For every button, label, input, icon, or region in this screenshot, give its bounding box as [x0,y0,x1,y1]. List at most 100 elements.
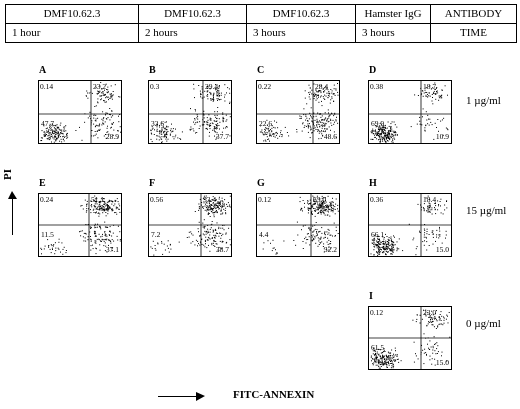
event-dot [318,238,320,240]
event-dot [309,228,311,230]
event-dot [375,133,377,135]
event-dot [103,94,105,96]
event-dot [373,347,374,349]
event-dot [311,205,313,207]
event-dot [388,133,390,135]
event-dot [316,120,318,122]
event-dot [225,127,227,129]
event-dot [382,129,384,131]
event-dot [209,206,211,208]
event-dot [388,352,390,354]
time-cell: 2 hours [138,23,247,43]
event-dot [87,224,89,225]
event-dot [322,208,324,210]
event-dot [322,135,324,137]
event-dot [319,230,321,232]
event-dot [98,202,100,203]
event-dot [390,367,392,369]
event-dot [307,126,309,128]
event-dot [398,238,400,240]
event-dot [428,211,430,213]
scatter-plot [149,194,231,256]
event-dot [427,205,429,207]
x-axis-arrow-shaft [158,396,198,397]
event-dot [268,138,270,140]
event-dot [222,119,224,121]
event-dot [323,201,325,203]
event-dot [269,134,271,136]
event-dot [225,207,227,209]
event-dot [394,360,396,362]
event-dot [104,203,106,205]
event-dot [222,241,224,243]
event-dot [99,130,101,131]
event-dot [196,117,198,119]
event-dot [378,132,380,134]
event-dot [390,127,392,129]
event-dot [216,136,218,138]
scatter-panel: 0.56 53.4 7.2 38.7 [148,193,232,257]
event-dot [317,245,319,247]
event-dot [323,91,325,92]
event-dot [273,247,275,249]
event-dot [94,206,96,208]
event-dot [417,95,419,96]
event-dot [94,227,96,229]
event-dot [333,84,335,86]
event-dot [212,94,214,96]
event-dot [328,246,330,248]
event-dot [118,96,120,98]
scatter-panel: 0.24 51.1 11.5 37.1 [38,193,122,257]
event-dot [40,140,42,142]
event-dot [58,128,60,130]
event-dot [112,232,114,234]
event-dot [430,88,432,90]
event-dot [384,128,385,130]
event-dot [378,130,380,132]
event-dot [46,134,47,135]
event-dot [220,232,222,234]
event-dot [320,207,322,208]
event-dot [225,242,227,244]
event-dot [108,133,110,135]
event-dot [216,98,218,100]
event-dot [426,312,428,314]
event-dot [335,235,336,237]
event-dot [93,199,95,201]
event-dot [308,118,310,120]
event-dot [318,101,320,103]
event-dot [413,237,415,239]
event-dot [432,314,434,316]
event-dot [103,210,105,212]
event-dot [384,350,385,352]
event-dot [386,246,387,247]
event-dot [228,88,230,90]
event-dot [376,357,377,359]
event-dot [197,121,199,123]
event-dot [325,95,327,97]
event-dot [427,93,428,95]
event-dot [105,234,107,235]
event-dot [370,356,372,358]
event-dot [205,236,207,238]
event-dot [333,101,335,102]
event-dot [266,134,268,135]
event-dot [106,204,108,206]
event-dot [42,137,43,139]
event-dot [164,133,166,135]
panel-label: G [257,178,265,189]
event-dot [219,95,220,96]
event-dot [60,122,62,124]
event-dot [274,127,276,129]
event-dot [436,229,438,231]
event-dot [379,248,381,250]
event-dot [98,201,100,203]
event-dot [211,237,213,239]
event-dot [376,241,378,243]
event-dot [327,204,329,206]
event-dot [113,205,115,207]
event-dot [273,135,275,137]
event-dot [322,204,324,206]
event-dot [167,247,169,249]
event-dot [424,240,425,242]
